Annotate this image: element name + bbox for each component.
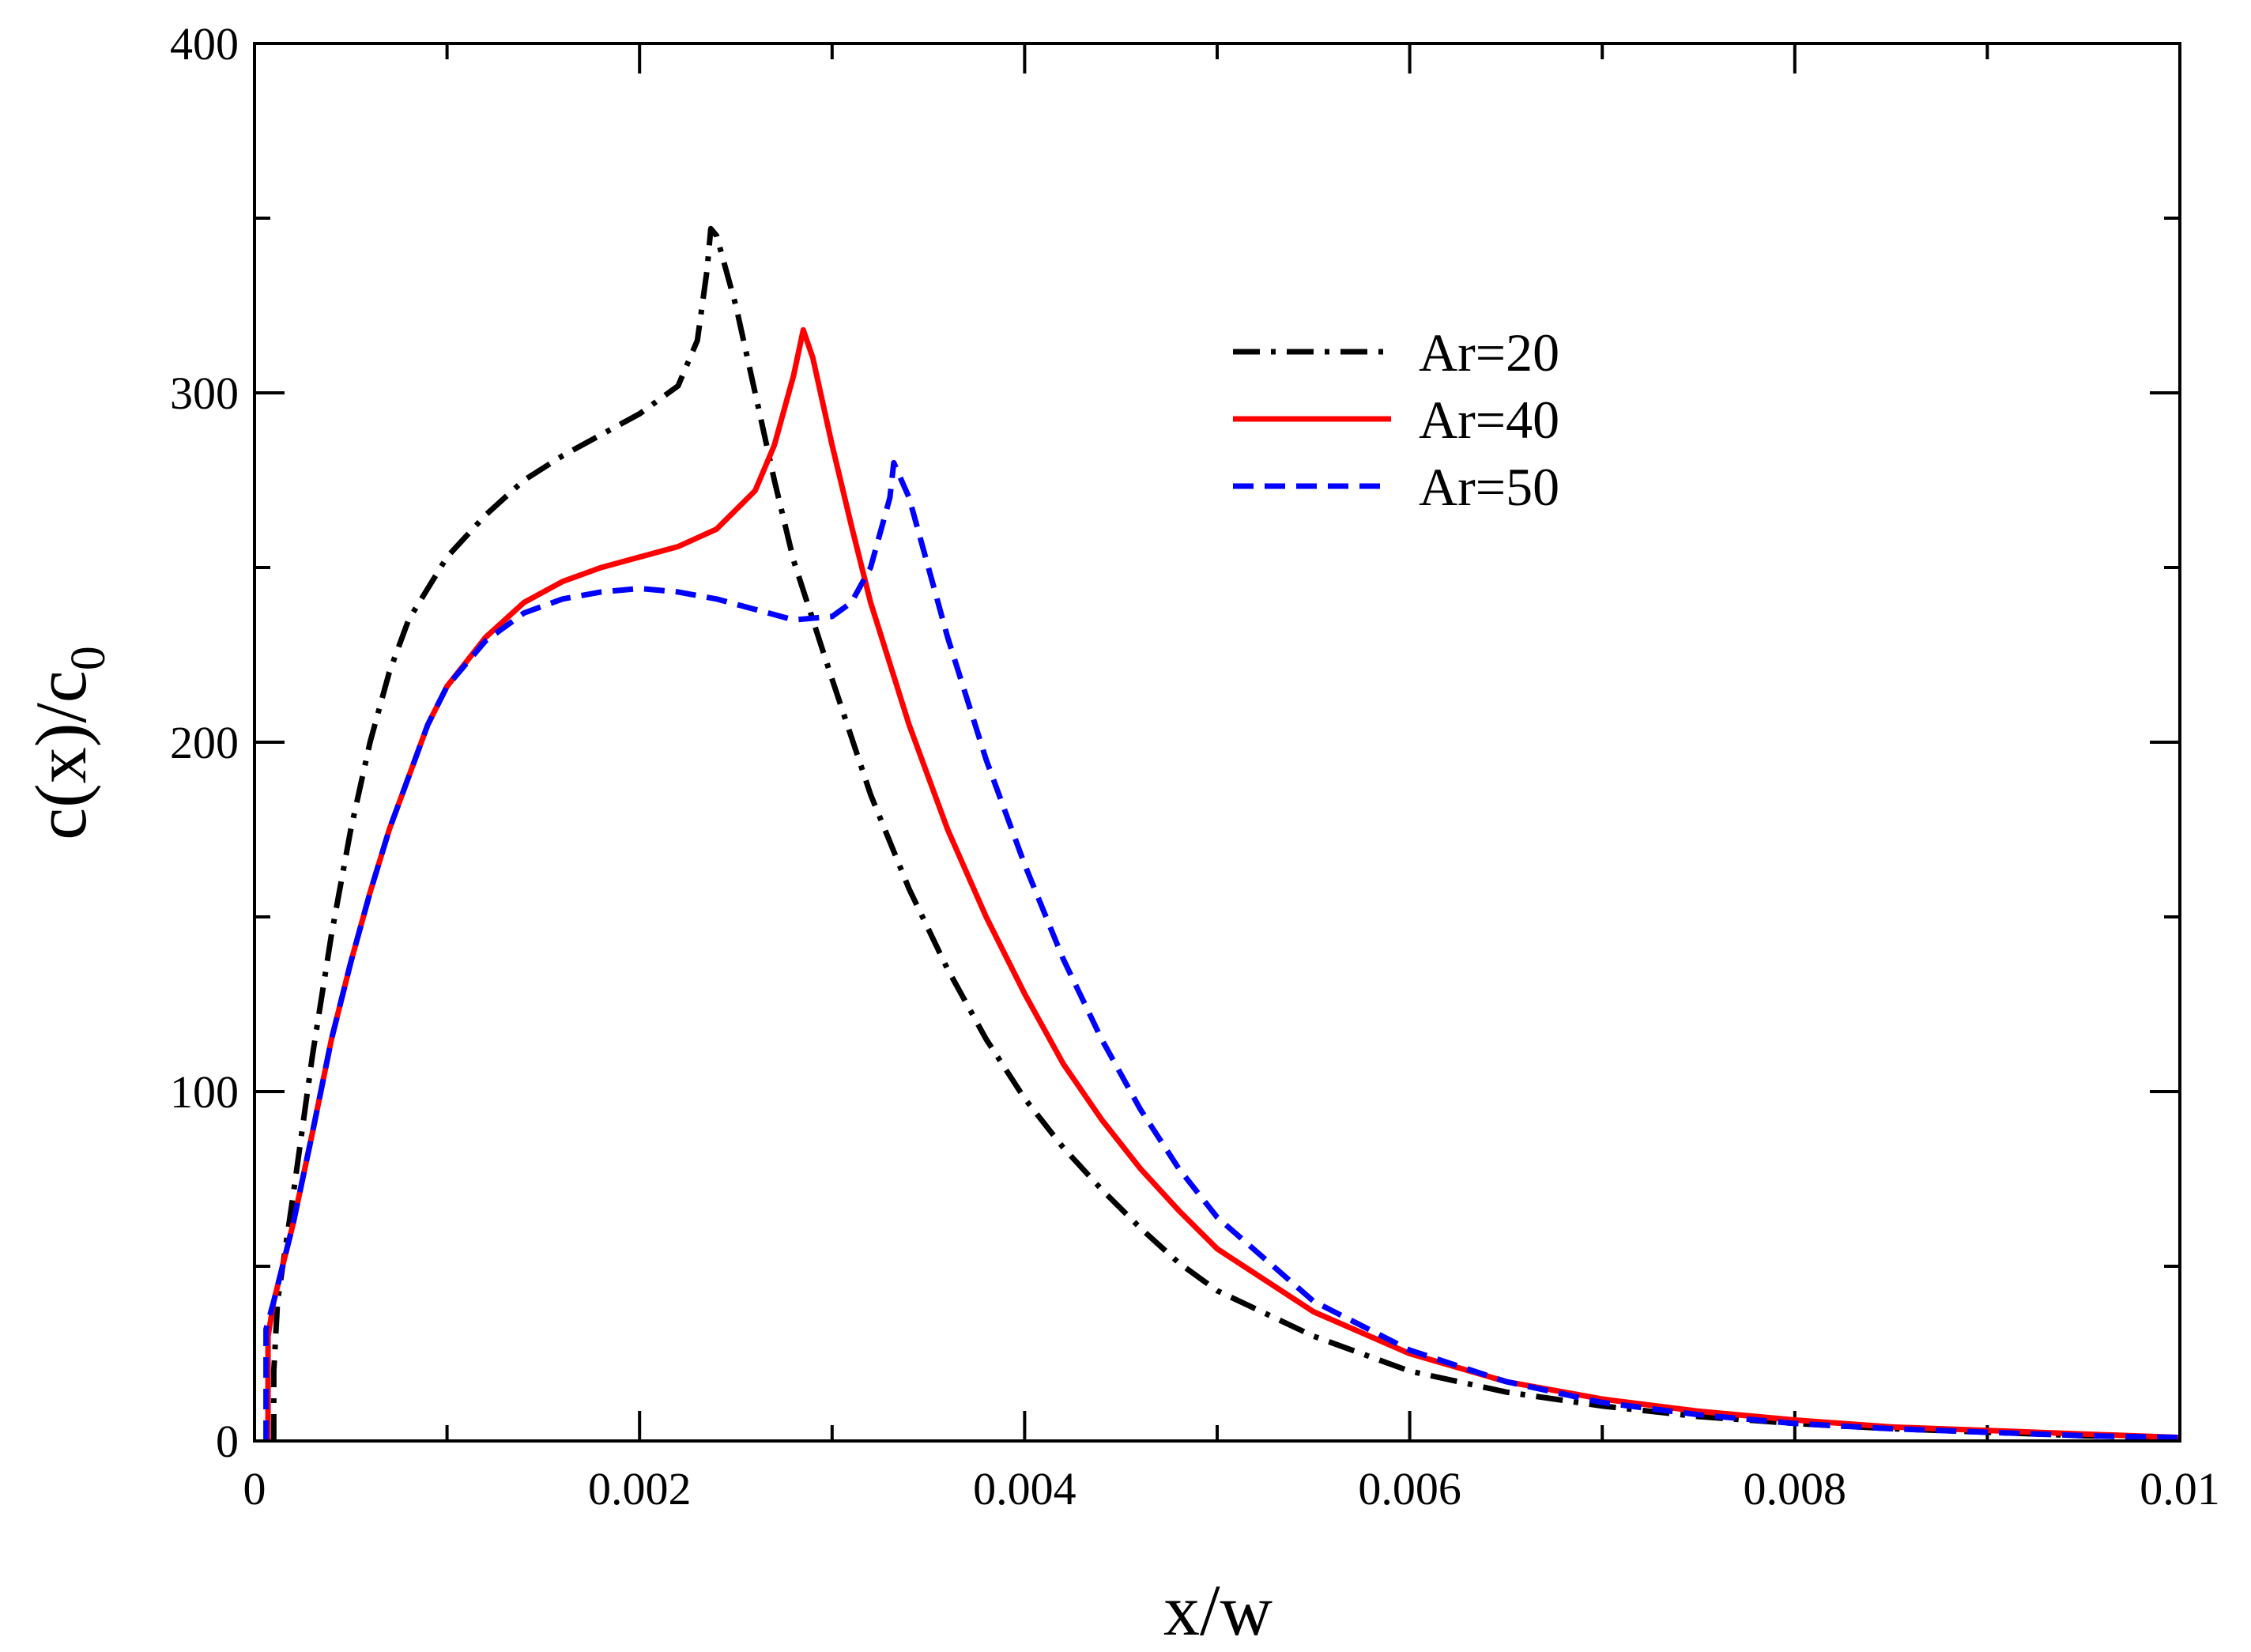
y-tick-label: 400 — [170, 18, 239, 70]
x-tick-label: 0.002 — [588, 1463, 692, 1514]
legend-label: Ar=50 — [1419, 457, 1559, 517]
legend: Ar=20 Ar=40 Ar=50 — [1233, 322, 1559, 517]
x-axis-title: x/w — [1163, 1570, 1273, 1650]
major-ticks — [253, 42, 2181, 1443]
legend-label: Ar=40 — [1419, 390, 1559, 450]
y-tick-label: 0 — [216, 1416, 239, 1467]
x-tick-label: 0 — [243, 1463, 266, 1514]
x-tick-label: 0.01 — [2140, 1463, 2220, 1514]
y-axis-title-main: c(x)/c — [21, 670, 101, 840]
series-line-ar-40 — [265, 326, 2181, 1441]
y-axis-title-subscript: 0 — [62, 646, 115, 670]
y-tick-label: 100 — [170, 1066, 239, 1118]
y-tick-label: 300 — [170, 368, 239, 419]
series-line-ar-20 — [270, 225, 2181, 1441]
y-axis-title: c(x)/c0 — [21, 646, 115, 840]
x-tick-label: 0.006 — [1358, 1463, 1461, 1514]
series-layer — [263, 225, 2181, 1441]
y-tick-labels: 0 100 200 300 400 — [170, 18, 239, 1467]
series-line-ar-50 — [263, 459, 2181, 1441]
minor-ticks — [255, 43, 2180, 1441]
y-tick-label: 200 — [170, 717, 239, 768]
x-tick-labels: 0 0.002 0.004 0.006 0.008 0.01 — [243, 1463, 2220, 1514]
x-tick-label: 0.008 — [1744, 1463, 1847, 1514]
legend-label: Ar=20 — [1419, 322, 1559, 383]
plot-frame — [253, 42, 2181, 1443]
x-tick-label: 0.004 — [973, 1463, 1076, 1514]
